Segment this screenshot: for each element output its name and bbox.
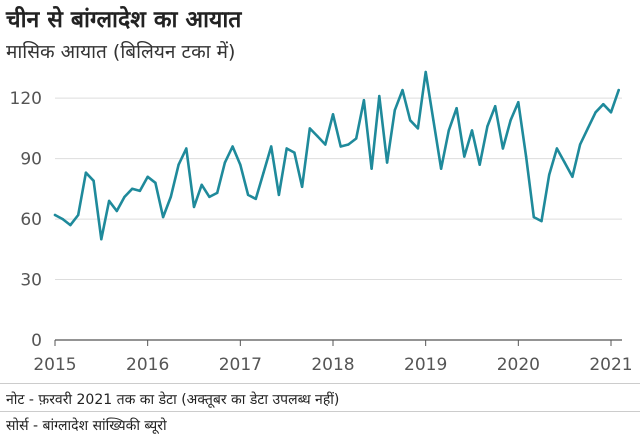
data-point-70 [594,111,597,114]
data-point-58 [501,147,505,150]
x-tick-label-2019: 2019 [404,355,447,375]
data-point-38 [347,143,350,146]
data-point-60 [517,101,520,104]
data-point-27 [262,171,265,174]
data-point-22 [223,161,227,164]
data-point-19 [200,183,203,186]
data-point-68 [578,143,582,146]
data-point-10 [131,187,134,190]
footer-divider-middle [0,411,640,412]
data-point-26 [254,197,257,201]
data-point-57 [494,105,497,108]
data-point-11 [138,189,142,193]
x-tick-label-2015: 2015 [33,355,76,375]
data-point-54 [470,129,474,132]
data-point-33 [308,127,311,130]
data-point-40 [362,99,366,102]
x-tick-label-2018: 2018 [311,355,354,375]
data-point-39 [355,137,358,140]
data-point-42 [378,94,381,98]
data-point-28 [270,145,273,148]
data-point-41 [370,167,373,170]
data-point-23 [231,145,234,148]
data-point-3 [77,213,80,217]
data-point-45 [401,88,404,92]
data-point-9 [123,195,126,199]
data-point-71 [602,103,605,106]
data-point-43 [385,161,389,164]
data-point-55 [478,163,481,166]
y-tick-label-30: 30 [20,271,42,291]
chart-subtitle: मासिक आयात (बिलियन टका में) [6,41,236,63]
data-point-47 [416,127,420,130]
data-point-44 [393,109,396,112]
footer-divider-top [0,383,640,384]
data-point-66 [563,161,566,164]
data-point-12 [146,175,149,178]
y-tick-label-0: 0 [31,331,42,351]
data-point-73 [617,88,620,92]
y-axis-ticks: 0 30 60 90 120 [10,89,42,351]
data-point-48 [424,70,427,74]
data-point-62 [532,215,535,219]
data-point-14 [161,215,165,219]
series-layer [53,70,621,241]
data-point-35 [324,143,327,146]
data-point-37 [339,145,342,148]
x-tick-label-2017: 2017 [219,355,262,375]
data-point-16 [177,163,180,166]
data-point-56 [486,125,489,128]
data-point-5 [92,179,95,182]
x-axis-ticks: 2015 2016 2017 2018 2019 2020 2021 [33,340,633,375]
data-point-0 [53,213,57,217]
data-point-61 [524,155,528,158]
data-point-34 [316,135,319,138]
data-point-59 [509,119,512,122]
y-tick-label-120: 120 [10,89,42,109]
x-tick-label-2020: 2020 [497,355,540,375]
data-point-20 [208,195,211,199]
data-point-53 [463,155,466,158]
x-tick-label-2016: 2016 [126,355,169,375]
y-tick-label-90: 90 [20,150,42,170]
data-point-49 [432,119,435,122]
x-tick-label-2021: 2021 [589,355,632,375]
data-point-15 [169,195,172,199]
data-point-67 [571,175,574,178]
data-point-36 [331,113,335,116]
data-point-29 [277,193,281,197]
data-point-51 [447,129,450,132]
data-point-6 [100,238,103,241]
data-point-63 [540,219,543,223]
data-point-4 [84,171,88,174]
data-point-32 [300,185,304,188]
data-point-31 [293,151,296,154]
data-point-50 [439,167,443,170]
footer-source: सोर्स - बांग्लादेश सांख्यिकी ब्यूरो [6,418,167,434]
series-line-0 [53,70,621,241]
data-point-64 [548,173,551,176]
data-point-21 [216,191,219,195]
data-point-69 [586,127,589,130]
data-point-8 [115,209,119,213]
data-point-25 [246,193,250,197]
footer-note: नोट - फ़रवरी 2021 तक का डेटा (अक्तूबर का… [6,392,340,408]
data-point-1 [61,217,64,221]
y-tick-label-60: 60 [20,210,42,230]
data-point-7 [107,199,111,203]
data-point-72 [609,111,613,114]
data-point-18 [192,205,196,209]
chart-title: चीन से बांग्लादेश का आयात [6,7,242,33]
data-point-30 [285,147,288,150]
data-point-2 [69,223,72,227]
data-point-24 [239,163,242,166]
data-point-17 [185,147,188,150]
data-point-13 [154,181,157,184]
data-point-46 [409,119,412,122]
data-point-65 [555,147,559,150]
data-point-52 [455,107,458,110]
